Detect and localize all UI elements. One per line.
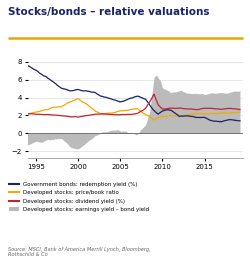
Legend: Government bonds: redemption yield (%), Developed stocks: price/book ratio, Deve: Government bonds: redemption yield (%), …: [9, 182, 149, 212]
Text: Source: MSCI, Bank of America Merrill Lynch, Bloomberg,
Rothschild & Co: Source: MSCI, Bank of America Merrill Ly…: [8, 247, 150, 257]
Text: Stocks/bonds – relative valuations: Stocks/bonds – relative valuations: [8, 7, 209, 17]
